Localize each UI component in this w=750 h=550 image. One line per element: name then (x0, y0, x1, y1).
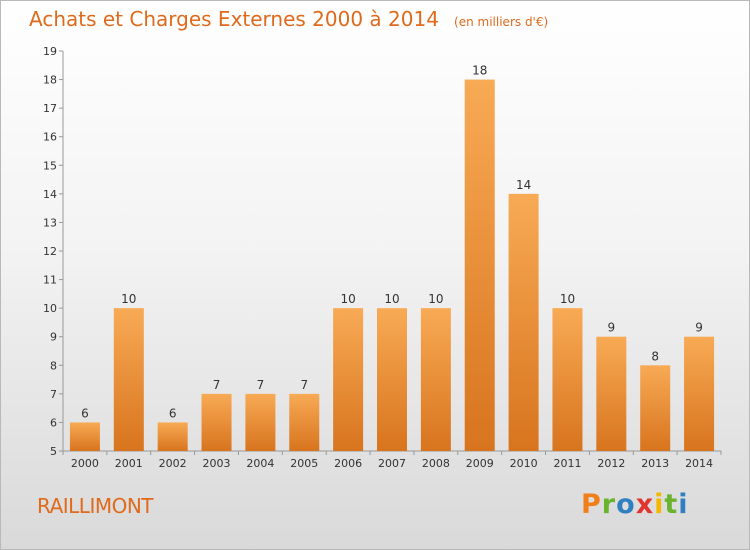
bar (464, 79, 495, 451)
y-tick-label: 16 (43, 131, 57, 144)
y-tick-label: 14 (43, 188, 57, 201)
y-tick-label: 9 (50, 331, 57, 344)
chart-title: Achats et Charges Externes 2000 à 2014 (29, 7, 439, 31)
bar (201, 393, 232, 451)
chart-unit: (en milliers d'€) (454, 15, 549, 29)
x-tick-label: 2010 (510, 457, 538, 470)
y-tick-label: 12 (43, 245, 57, 258)
x-tick-label: 2004 (246, 457, 274, 470)
y-tick-label: 18 (43, 74, 57, 87)
x-tick-label: 2003 (203, 457, 231, 470)
bar (113, 308, 144, 451)
data-label: 7 (300, 378, 308, 392)
x-tick-label: 2013 (641, 457, 669, 470)
place-name: RAILLIMONT (37, 494, 154, 518)
data-label: 10 (384, 292, 399, 306)
y-tick-label: 5 (50, 445, 57, 458)
x-tick-label: 2006 (334, 457, 362, 470)
logo-letter: i (654, 489, 665, 520)
y-tick-label: 11 (43, 274, 57, 287)
x-tick-label: 2002 (159, 457, 187, 470)
x-tick-label: 2014 (685, 457, 713, 470)
bar (289, 393, 320, 451)
bar (69, 422, 100, 451)
data-label: 9 (695, 321, 703, 335)
logo-letter: P (581, 489, 602, 520)
y-tick-label: 10 (43, 302, 57, 315)
data-label: 6 (169, 406, 177, 420)
logo-letter: r (601, 489, 617, 520)
data-label: 8 (651, 349, 659, 363)
data-label: 6 (81, 406, 89, 420)
x-tick-label: 2007 (378, 457, 406, 470)
data-label: 7 (257, 378, 265, 392)
bar (684, 336, 715, 451)
y-tick-label: 7 (50, 388, 57, 401)
x-tick-label: 2009 (466, 457, 494, 470)
label-layer: 2000 6 2001 10 2002 6 2003 7 2004 7 2005 7 2006 10 200… (71, 64, 713, 470)
bar (596, 336, 627, 451)
y-tick-label: 19 (43, 45, 57, 58)
y-tick-label: 8 (50, 359, 57, 372)
x-tick-label: 2011 (553, 457, 581, 470)
bar (552, 308, 583, 451)
x-tick-label: 2001 (115, 457, 143, 470)
data-label: 9 (608, 321, 616, 335)
data-label: 10 (340, 292, 355, 306)
title-row: Achats et Charges Externes 2000 à 2014 (… (29, 7, 548, 31)
logo-letter: x (635, 489, 655, 520)
data-label: 7 (213, 378, 221, 392)
x-tick-label: 2000 (71, 457, 99, 470)
bar (420, 308, 451, 451)
data-label: 10 (560, 292, 575, 306)
x-tick-label: 2005 (290, 457, 318, 470)
bar (333, 308, 364, 451)
bar (245, 393, 276, 451)
x-tick-label: 2012 (597, 457, 625, 470)
y-tick-label: 6 (50, 416, 57, 429)
logo-letter: t (664, 489, 679, 520)
bar (377, 308, 407, 451)
data-label: 18 (472, 64, 487, 78)
data-label: 10 (428, 292, 443, 306)
bar (640, 365, 671, 451)
logo-letter: i (678, 489, 689, 520)
x-tick-label: 2008 (422, 457, 450, 470)
y-tick-label: 17 (43, 102, 57, 115)
bar (508, 193, 539, 452)
logo-letter: o (616, 489, 636, 520)
data-label: 10 (121, 292, 136, 306)
bar-layer (69, 79, 715, 452)
bar (157, 422, 188, 451)
data-label: 14 (516, 178, 531, 192)
y-tick-label: 13 (43, 216, 57, 229)
proxiti-logo[interactable]: Proxiti (581, 489, 689, 520)
y-tick-label: 15 (43, 159, 57, 172)
